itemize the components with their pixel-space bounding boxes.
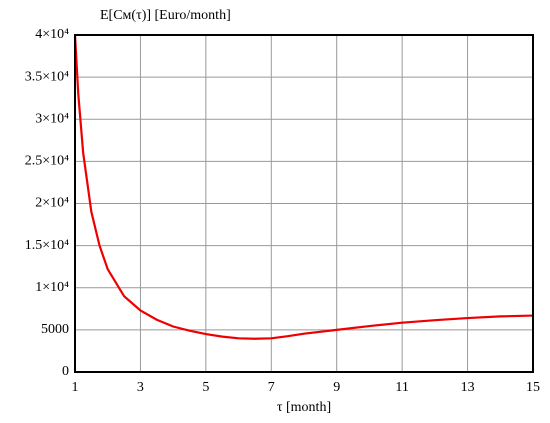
y-tick-label: 1×10⁴ (35, 280, 69, 295)
x-axis-title: τ [month] (277, 400, 331, 415)
y-tick-label: 3×10⁴ (35, 111, 69, 126)
line (73, 34, 534, 340)
y-tick-label: 3.5×10⁴ (25, 69, 69, 84)
x-tick-label: 13 (461, 380, 475, 395)
y-tick-label: 2×10⁴ (35, 196, 69, 211)
plot-frame (74, 34, 534, 373)
x-tick-label: 1 (72, 380, 79, 395)
x-tick-label: 15 (526, 380, 540, 395)
y-tick-label: 2.5×10⁴ (25, 154, 69, 169)
y-tick-label: 4×10⁴ (35, 27, 69, 42)
x-tick-label: 7 (268, 380, 275, 395)
x-tick-label: 3 (137, 380, 144, 395)
y-tick-label: 1.5×10⁴ (25, 238, 69, 253)
y-axis-title: E[Cм(τ)] [Euro/month] (100, 8, 231, 23)
x-tick-label: 11 (395, 380, 408, 395)
x-tick-label: 5 (202, 380, 209, 395)
y-tick-label: 5000 (41, 322, 69, 337)
y-tick-label: 0 (62, 364, 69, 379)
x-tick-label: 9 (333, 380, 340, 395)
